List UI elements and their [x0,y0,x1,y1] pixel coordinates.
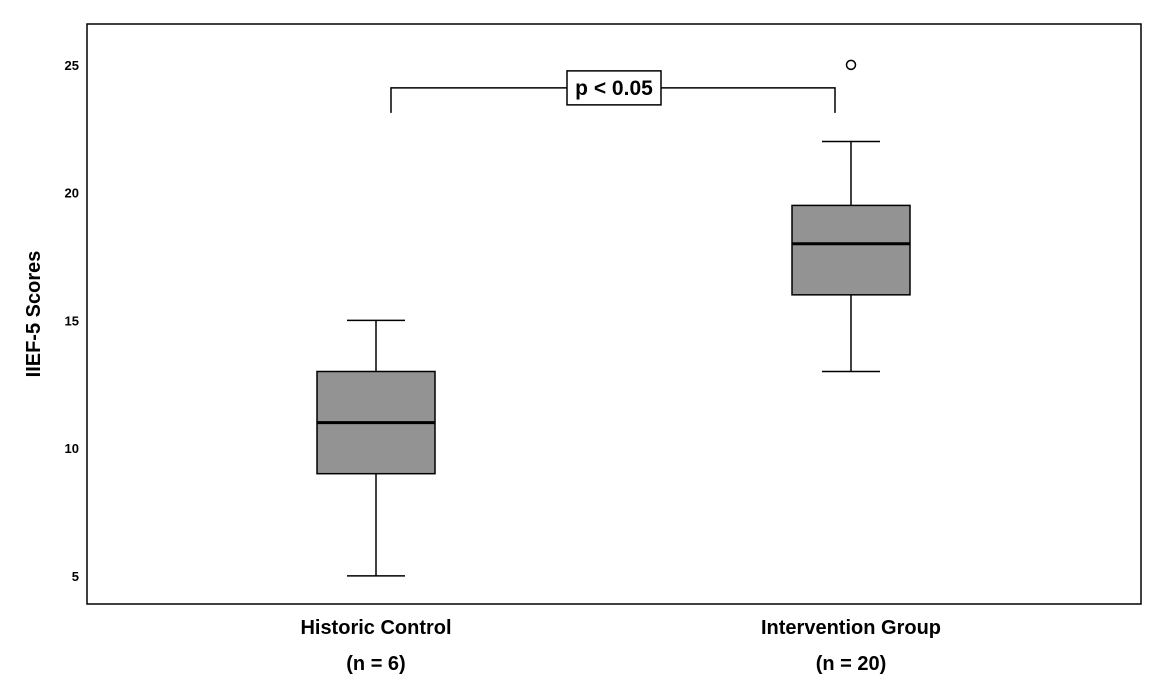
sample-size-label: (n = 20) [816,653,887,675]
category-label: Intervention Group [761,617,941,639]
boxes-group [316,59,911,577]
p-value-label: p < 0.05 [575,77,653,100]
p-value-box [566,70,662,106]
outlier-point [845,59,857,71]
y-tick-label: 10 [65,441,79,456]
significance-annotation: p < 0.05 [390,70,836,113]
sample-size-label: (n = 6) [346,653,405,675]
iqr-box [791,204,911,296]
y-tick-label: 20 [65,186,79,201]
y-tick-label: 5 [72,569,79,584]
y-tick-label: 15 [65,313,79,328]
y-axis: 5 10 15 20 25 [65,58,79,584]
plot-frame [86,23,1142,605]
y-axis-title: IIEF-5 Scores [23,251,45,378]
y-tick-label: 25 [65,58,79,73]
category-label: Historic Control [300,617,451,639]
x-axis-labels: Historic Control (n = 6) Intervention Grou… [300,617,941,675]
